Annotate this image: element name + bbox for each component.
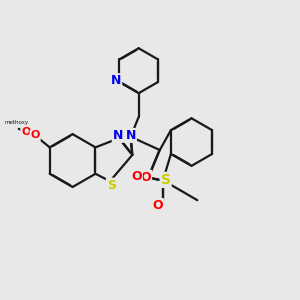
Text: S: S (160, 173, 171, 187)
Text: O: O (152, 199, 163, 212)
Text: N: N (113, 129, 123, 142)
Text: N: N (111, 74, 121, 87)
Text: S: S (107, 178, 116, 192)
Text: methoxy: methoxy (4, 120, 28, 125)
Text: O: O (31, 130, 40, 140)
Text: O: O (140, 171, 151, 184)
Text: O: O (131, 170, 142, 183)
Text: N: N (125, 129, 136, 142)
Text: O: O (21, 127, 31, 136)
